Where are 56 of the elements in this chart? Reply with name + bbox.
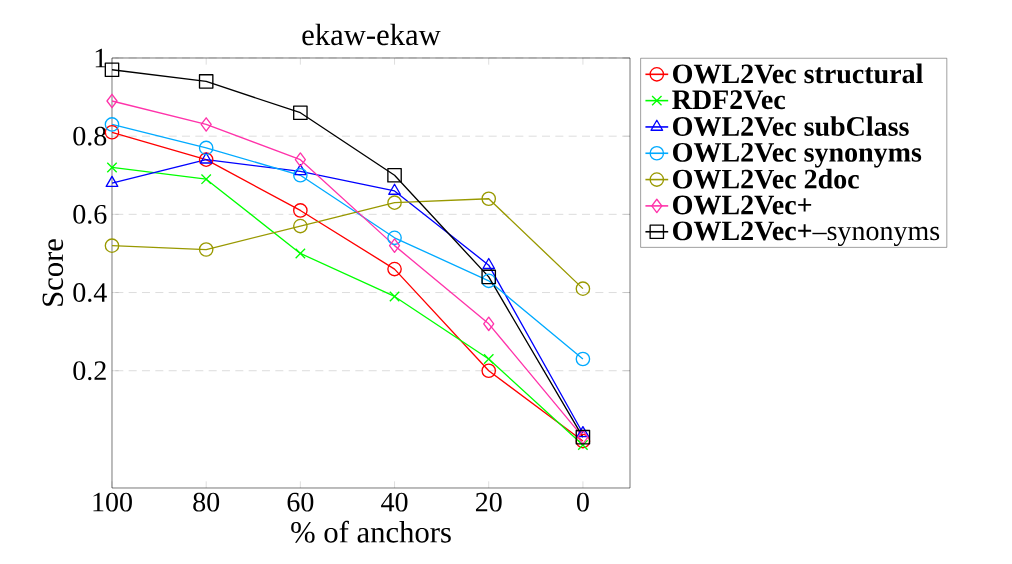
y-tick-label: 0.6 bbox=[73, 204, 107, 224]
point bbox=[293, 167, 308, 183]
point bbox=[481, 269, 497, 285]
y-tick-label: 0.8 bbox=[73, 126, 107, 146]
point bbox=[104, 62, 120, 78]
y-tick-label: 0.2 bbox=[73, 361, 106, 381]
point bbox=[575, 351, 591, 367]
point bbox=[483, 353, 495, 365]
point bbox=[576, 425, 590, 438]
legend-label: OWL2Vec subClass bbox=[673, 116, 909, 137]
point bbox=[293, 218, 308, 234]
point bbox=[293, 105, 308, 121]
point bbox=[105, 175, 119, 188]
x-tick-label: 80 bbox=[193, 492, 220, 512]
point bbox=[388, 238, 401, 253]
y-tick-label: 0.4 bbox=[73, 283, 107, 303]
point bbox=[483, 316, 495, 332]
point bbox=[387, 261, 402, 277]
x-axis-title: % of anchors bbox=[291, 520, 451, 543]
point bbox=[481, 191, 497, 207]
point bbox=[198, 74, 214, 89]
point bbox=[106, 162, 118, 173]
point bbox=[200, 173, 212, 185]
point bbox=[575, 281, 591, 296]
point bbox=[389, 291, 400, 302]
x-tick-label: 40 bbox=[381, 492, 408, 512]
point bbox=[294, 248, 306, 259]
point bbox=[481, 363, 497, 379]
point bbox=[198, 140, 214, 156]
point bbox=[200, 117, 212, 132]
x-tick-label: 60 bbox=[287, 492, 314, 512]
point bbox=[293, 164, 307, 176]
x-tick-label: 100 bbox=[93, 492, 132, 512]
point bbox=[106, 93, 118, 109]
point bbox=[482, 257, 496, 270]
legend-label: OWL2Vec+ bbox=[673, 195, 812, 215]
point bbox=[387, 230, 402, 246]
point bbox=[387, 167, 402, 183]
point bbox=[293, 203, 308, 218]
legend-label: OWL2Vec 2doc bbox=[673, 168, 859, 189]
y-tick-label: 1 bbox=[95, 48, 106, 68]
point bbox=[577, 439, 589, 451]
point bbox=[388, 183, 401, 195]
legend-label: OWL2Vec+–synonyms bbox=[673, 221, 940, 247]
legend-label: RDF2Vec bbox=[672, 90, 786, 110]
x-tick-label: 0 bbox=[576, 492, 589, 512]
point bbox=[387, 195, 402, 210]
point bbox=[481, 273, 497, 289]
y-axis-title: Score bbox=[42, 239, 64, 306]
point bbox=[104, 238, 120, 253]
legend-label: OWL2Vec synonyms bbox=[673, 142, 922, 168]
x-tick-label: 20 bbox=[475, 492, 502, 512]
point bbox=[294, 152, 307, 167]
legend-label: OWL2Vec structural bbox=[673, 63, 923, 84]
point bbox=[198, 242, 214, 257]
chart-title: ekaw-ekaw bbox=[302, 23, 441, 46]
